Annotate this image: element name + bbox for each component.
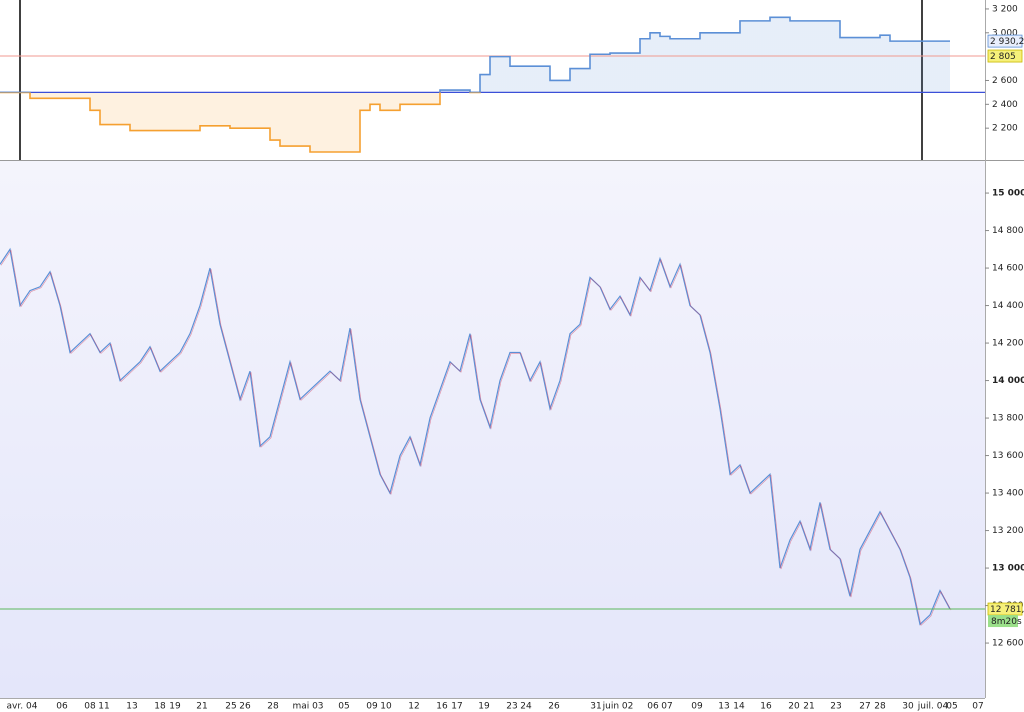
x-tick-label: 06 [647, 702, 659, 712]
level-tag-text: 2 805 [990, 52, 1016, 62]
x-tick-label: 25 [225, 702, 236, 712]
price-line [0, 247, 951, 626]
x-tick-label: 07 [661, 702, 672, 712]
x-tick-label: mai 03 [292, 702, 323, 712]
bottom-panel [0, 161, 985, 698]
x-tick-label: 24 [520, 702, 532, 712]
last-value-tag-text: 2 930,2 [990, 37, 1024, 47]
y-tick-label: 13 000 [992, 564, 1024, 574]
equity-line [0, 16, 950, 153]
x-tick-label: 23 [830, 702, 841, 712]
x-tick-label: 26 [548, 702, 560, 712]
x-tick-label: 09 [691, 702, 703, 712]
x-tick-label: 19 [478, 702, 490, 712]
level-tag-box [987, 49, 1023, 63]
x-tick-label: 13 [126, 702, 137, 712]
timer-tag: 8m20s [988, 615, 1022, 628]
x-tick-label: 14 [733, 702, 745, 712]
x-tick-label: 23 [506, 702, 517, 712]
y-tick-label: 14 600 [992, 264, 1024, 274]
x-tick-label: 27 [859, 702, 870, 712]
last-price-tag: 12 781,4 [987, 602, 1024, 616]
level-tag: 2 805 [987, 49, 1023, 63]
y-tick-label: 13 800 [992, 414, 1024, 424]
x-tick-label: 06 [56, 702, 68, 712]
y-tick-label: 3 200 [992, 4, 1018, 14]
x-tick-label: juil. 04 [917, 702, 949, 712]
y-tick-label: 2 600 [992, 76, 1018, 86]
x-tick-label: 10 [380, 702, 392, 712]
y-tick-label: 2 400 [992, 100, 1018, 110]
y-tick-label: 15 000 [992, 189, 1024, 199]
x-tick-label: avr. 04 [7, 702, 38, 712]
y-tick-label: 14 000 [992, 376, 1024, 386]
x-tick-label: 07 [972, 702, 983, 712]
x-tick-label: 16 [436, 702, 448, 712]
x-tick-label: 28 [267, 702, 279, 712]
y-tick-label: 14 400 [992, 301, 1024, 311]
x-tick-label: 21 [196, 702, 207, 712]
last-value-tag-box [987, 34, 1023, 48]
y-tick-label: 13 400 [992, 489, 1024, 499]
x-tick-label: 21 [803, 702, 814, 712]
x-tick-label: 18 [154, 702, 166, 712]
x-tick-label: 12 [408, 702, 419, 712]
y-tick-label: 2 200 [992, 124, 1018, 134]
y-tick-label: 13 600 [992, 451, 1024, 461]
x-tick-label: 13 [718, 702, 729, 712]
x-tick-label: 16 [760, 702, 772, 712]
last-value-tag: 2 930,2 [987, 34, 1024, 48]
x-tick-label: 05 [946, 702, 957, 712]
x-tick-label: 26 [239, 702, 251, 712]
x-tick-label: 09 [366, 702, 378, 712]
y-tick-label: 14 200 [992, 339, 1024, 349]
timer-text: 8m20s [991, 617, 1022, 627]
x-tick-label: 28 [874, 702, 886, 712]
timer-box [988, 615, 1018, 628]
x-tick-label: 11 [98, 702, 109, 712]
x-tick-label: 31 [590, 702, 601, 712]
x-tick-label: juin 02 [602, 702, 634, 712]
x-tick-label: 30 [902, 702, 914, 712]
y-tick-label: 14 800 [992, 226, 1024, 236]
x-tick-label: 08 [84, 702, 96, 712]
price-line-shadow [0, 249, 952, 626]
x-tick-label: 20 [788, 702, 800, 712]
x-tick-label: 05 [338, 702, 349, 712]
x-tick-label: 17 [451, 702, 462, 712]
x-tick-label: 19 [169, 702, 181, 712]
y-tick-label: 13 200 [992, 526, 1024, 536]
last-price-tag-text: 12 781,4 [990, 605, 1024, 615]
equity-area [0, 17, 950, 153]
y-tick-label: 3 000 [992, 28, 1018, 38]
y-tick-label: 12 600 [992, 639, 1024, 649]
